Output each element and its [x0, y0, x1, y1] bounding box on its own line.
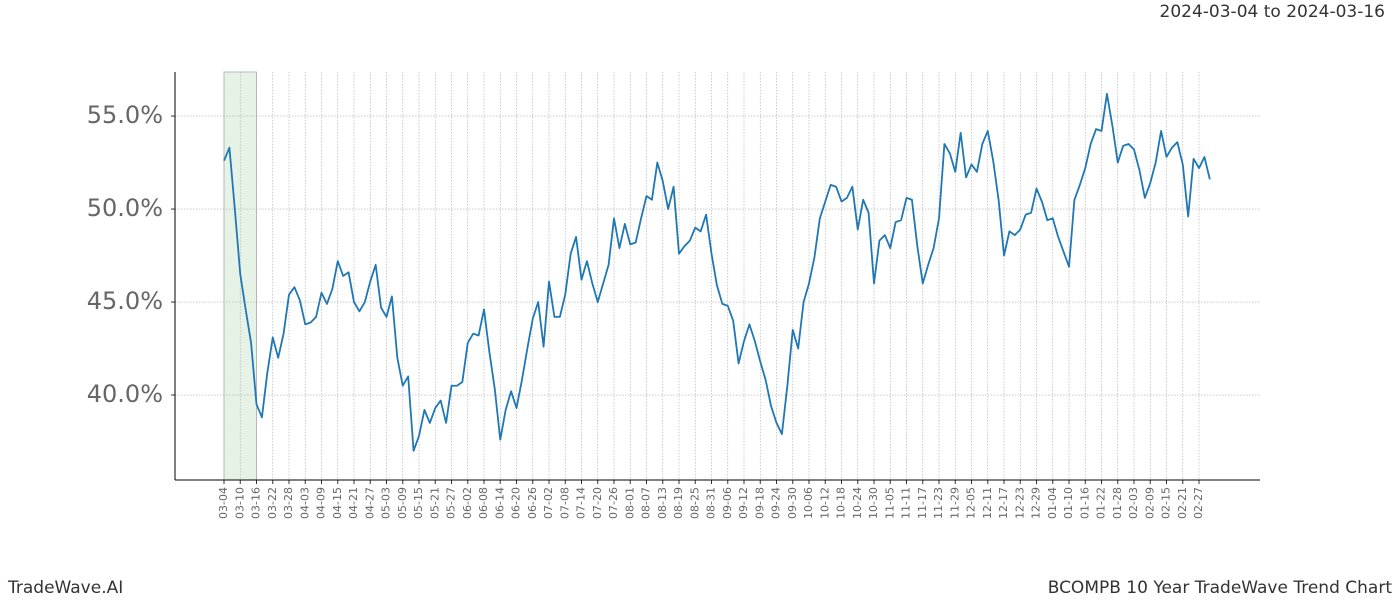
x-tick-label: 09-30: [786, 487, 799, 519]
x-tick-label: 12-17: [997, 487, 1010, 519]
trend-line: [223, 92, 1211, 452]
footer-left: TradeWave.AI: [7, 578, 123, 598]
x-tick-label: 01-28: [1111, 487, 1124, 519]
x-tick-label: 10-12: [818, 487, 831, 519]
x-tick-label: 01-10: [1062, 487, 1075, 519]
x-tick-label: 11-23: [932, 487, 945, 519]
x-tick-label: 02-09: [1143, 487, 1156, 519]
y-tick-label: 40.0%: [87, 380, 163, 408]
x-tick-label: 04-21: [347, 487, 360, 519]
x-tick-label: 12-11: [981, 487, 994, 519]
x-tick-label: 12-29: [1030, 487, 1043, 519]
x-tick-label: 03-16: [250, 487, 263, 519]
x-tick-label: 05-27: [445, 487, 458, 519]
x-tick-label: 04-15: [331, 487, 344, 519]
x-tick-label: 02-21: [1176, 487, 1189, 519]
x-tick-label: 10-30: [867, 487, 880, 519]
x-tick-label: 07-14: [575, 487, 588, 519]
x-tick-label: 07-20: [591, 487, 604, 519]
x-tick-label: 08-13: [656, 487, 669, 519]
x-tick-label: 01-04: [1046, 487, 1059, 519]
x-tick-label: 06-26: [526, 487, 539, 519]
x-tick-label: 06-08: [477, 487, 490, 519]
x-tick-label: 07-08: [558, 487, 571, 519]
subtitle: 2024-03-04 to 2024-03-16: [1160, 2, 1385, 22]
x-tick-label: 04-27: [363, 487, 376, 519]
x-tick-label: 12-23: [1013, 487, 1026, 519]
x-tick-label: 02-15: [1160, 487, 1173, 519]
x-tick-label: 08-25: [688, 487, 701, 519]
x-tick-label: 10-18: [835, 487, 848, 519]
x-tick-label: 11-29: [948, 487, 961, 519]
x-tick-label: 04-03: [298, 487, 311, 519]
x-tick-label: 11-05: [883, 487, 896, 519]
x-tick-label: 01-22: [1095, 487, 1108, 519]
x-tick-label: 02-03: [1127, 487, 1140, 519]
x-tick-label: 10-24: [851, 487, 864, 519]
footer-right: BCOMPB 10 Year TradeWave Trend Chart: [1048, 578, 1393, 598]
x-tick-label: 07-26: [607, 487, 620, 519]
x-tick-label: 08-19: [672, 487, 685, 519]
y-tick-label: 50.0%: [87, 194, 163, 222]
x-tick-label: 01-16: [1078, 487, 1091, 519]
x-tick-label: 11-11: [900, 487, 913, 519]
x-tick-label: 09-18: [753, 487, 766, 519]
x-tick-label: 06-14: [493, 487, 506, 519]
y-tick-label: 55.0%: [87, 101, 163, 129]
x-tick-label: 08-31: [705, 487, 718, 519]
x-tick-label: 06-02: [461, 487, 474, 519]
x-tick-label: 05-21: [428, 487, 441, 519]
x-tick-label: 10-06: [802, 487, 815, 519]
x-tick-label: 05-09: [396, 487, 409, 519]
x-tick-label: 08-07: [640, 487, 653, 519]
x-tick-label: 05-03: [380, 487, 393, 519]
x-tick-label: 03-10: [233, 487, 246, 519]
x-tick-label: 03-04: [217, 487, 230, 519]
x-tick-label: 03-22: [266, 487, 279, 519]
x-tick-label: 04-09: [315, 487, 328, 519]
x-tick-label: 06-20: [510, 487, 523, 519]
x-tick-label: 09-06: [721, 487, 734, 519]
x-tick-label: 08-01: [623, 487, 636, 519]
x-tick-label: 05-15: [412, 487, 425, 519]
x-tick-label: 02-27: [1192, 487, 1205, 519]
x-tick-label: 03-28: [282, 487, 295, 519]
x-tick-label: 11-17: [916, 487, 929, 519]
x-tick-label: 09-12: [737, 487, 750, 519]
x-tick-label: 09-24: [770, 487, 783, 519]
x-tick-label: 07-02: [542, 487, 555, 519]
y-tick-label: 45.0%: [87, 287, 163, 315]
x-tick-label: 12-05: [965, 487, 978, 519]
